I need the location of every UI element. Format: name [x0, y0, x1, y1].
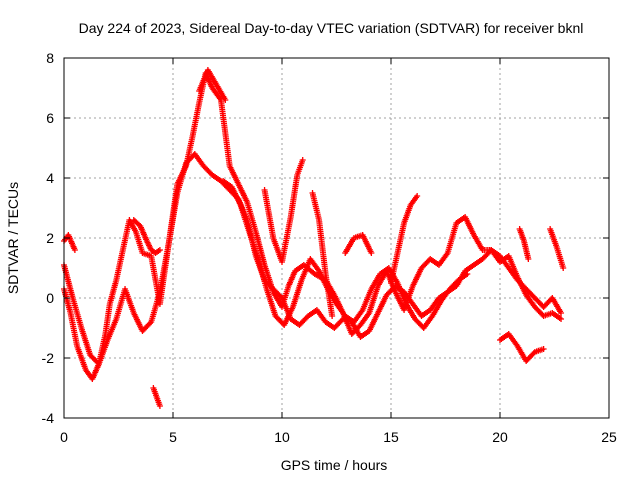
series-trace-l [497, 331, 547, 364]
x-tick-label: 10 [274, 429, 290, 445]
y-tick-label: 4 [46, 170, 54, 186]
y-tick-label: 8 [46, 50, 54, 66]
x-tick-label: 25 [601, 429, 617, 445]
data-points [61, 67, 567, 409]
y-axis-label: SDTVAR / TECUs [5, 182, 21, 294]
series-trace-e [130, 217, 163, 256]
series-trace-h [261, 157, 306, 265]
chart-title: Day 224 of 2023, Sidereal Day-to-day VTE… [79, 20, 584, 36]
series-trace-f [150, 385, 163, 409]
series-trace-a [61, 70, 565, 382]
y-tick-label: 6 [46, 110, 54, 126]
x-axis-label: GPS time / hours [281, 457, 388, 473]
y-tick-label: 0 [46, 290, 54, 306]
y-tick-label: -4 [42, 410, 55, 426]
grid-lines [64, 58, 609, 418]
series-trace-n [547, 226, 567, 271]
y-tick-label: -2 [42, 350, 55, 366]
series-trace-m [516, 226, 532, 262]
x-tick-label: 20 [492, 429, 508, 445]
series-trace-c [220, 178, 471, 331]
x-tick-label: 5 [169, 429, 177, 445]
axis-ticks: 0 5 10 15 20 25 -4 -2 0 2 4 6 8 [42, 50, 617, 445]
series-trace-g [196, 67, 229, 103]
series-trace-k [388, 193, 421, 286]
series-trace-j [342, 232, 375, 256]
x-tick-label: 15 [383, 429, 399, 445]
x-tick-label: 0 [60, 429, 68, 445]
y-tick-label: 2 [46, 230, 54, 246]
series-trace-i [309, 190, 336, 319]
